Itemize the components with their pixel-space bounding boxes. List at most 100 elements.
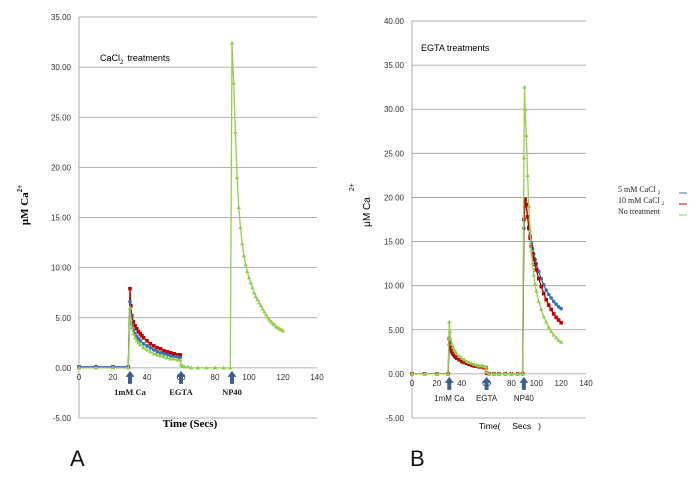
data-point [144, 347, 150, 352]
panel-a-gridlines [78, 16, 317, 419]
data-point [448, 345, 453, 350]
data-point [472, 364, 476, 368]
data-point [162, 349, 166, 353]
data-point [522, 84, 527, 89]
legend-label: 5 mM CaCl 2 [618, 185, 661, 196]
data-point [556, 305, 561, 309]
data-point [523, 197, 527, 202]
data-point [464, 359, 469, 364]
data-point [539, 284, 544, 289]
data-point [245, 269, 250, 274]
data-point [204, 365, 209, 370]
panel-a-series [76, 40, 286, 370]
series-green [76, 40, 286, 370]
data-point [525, 172, 530, 177]
data-point [449, 341, 454, 346]
x-tick-label: 0 [77, 373, 82, 382]
data-point [520, 371, 525, 376]
panel-a-y-ticks: -5.00 0.00 5.00 10.00 15.00 20.00 25.00 30.00 35… [51, 13, 72, 423]
event-marker: 1mM Ca [434, 376, 465, 403]
data-point [182, 364, 187, 369]
data-point [541, 314, 546, 319]
data-point [128, 317, 134, 322]
data-point [162, 352, 166, 356]
data-point [484, 369, 489, 374]
up-arrow-icon [482, 376, 492, 390]
y-tick-label: -5.00 [386, 414, 405, 423]
data-point [110, 365, 116, 370]
data-point [546, 292, 551, 297]
legend-entry: 5 mM CaCl 2 [618, 185, 687, 196]
data-point [212, 365, 218, 370]
data-point [158, 351, 163, 355]
x-tick-label: 80 [507, 379, 516, 388]
panel-b-annotation: EGTA treatments [421, 43, 490, 53]
data-point [527, 228, 533, 233]
data-point [141, 336, 146, 340]
event-marker: EGTA [476, 376, 498, 403]
data-point [554, 302, 558, 306]
data-point [554, 315, 558, 320]
data-point [136, 340, 141, 345]
y-tick-label: 20.00 [51, 163, 72, 172]
x-tick-label: 140 [310, 373, 324, 382]
data-point [448, 341, 452, 345]
event-label: NP40 [514, 394, 535, 403]
up-arrow-icon [227, 370, 237, 384]
panel-a-events: 1mM Ca EGTA NP40 [114, 370, 242, 397]
data-point [189, 365, 194, 370]
data-point [521, 155, 527, 160]
data-point [263, 312, 269, 317]
data-point [553, 335, 559, 340]
data-point [464, 361, 469, 366]
legend-entry: No treatment [618, 207, 687, 216]
data-point [221, 365, 226, 370]
data-point [267, 317, 272, 322]
svg-text:μM Ca2+: μM Ca2+ [16, 185, 31, 225]
x-tick-label: 20 [432, 379, 441, 388]
x-tick-label: 20 [109, 373, 118, 382]
data-point [544, 319, 549, 324]
y-tick-label: 30.00 [384, 105, 405, 114]
event-label: NP40 [222, 387, 242, 397]
data-point [165, 353, 170, 357]
data-point [168, 356, 173, 361]
data-point [255, 297, 260, 302]
data-point [238, 225, 243, 230]
data-point [532, 281, 538, 286]
data-point [148, 349, 153, 354]
data-point [155, 346, 159, 350]
data-point [257, 300, 262, 305]
x-tick-label: 80 [211, 373, 220, 382]
data-point [272, 322, 277, 327]
panel-b-letter: B [410, 446, 425, 471]
data-point [140, 333, 144, 338]
data-point [246, 275, 252, 280]
data-point [534, 288, 539, 293]
x-tick-label: 100 [242, 373, 256, 382]
data-point [228, 365, 233, 370]
data-point [483, 364, 489, 369]
data-point [454, 356, 459, 360]
data-point [240, 241, 245, 246]
panel-b-x-axis-label: Time( Secs ) [479, 421, 541, 431]
data-point [536, 299, 541, 304]
data-point [526, 203, 532, 208]
data-point [531, 272, 536, 277]
panel-b-y-ticks: -5.00 0.00 5.00 10.00 15.00 20.00 25.00 30.00 35… [384, 17, 405, 423]
data-point [152, 348, 156, 352]
series-green [409, 84, 564, 376]
data-point [559, 306, 563, 311]
data-point [551, 299, 556, 304]
data-point [524, 202, 529, 207]
panel-a-y-axis-label: μM Ca2+ [16, 185, 31, 225]
event-label: EGTA [169, 387, 193, 397]
data-point [175, 353, 180, 357]
up-arrow-icon [125, 370, 135, 384]
x-tick-label: 100 [530, 379, 544, 388]
data-point [165, 350, 170, 354]
data-point [141, 345, 146, 350]
panel-a-x-axis-label: Time (Secs) [163, 418, 218, 430]
data-point [486, 371, 492, 376]
data-point [128, 286, 132, 291]
